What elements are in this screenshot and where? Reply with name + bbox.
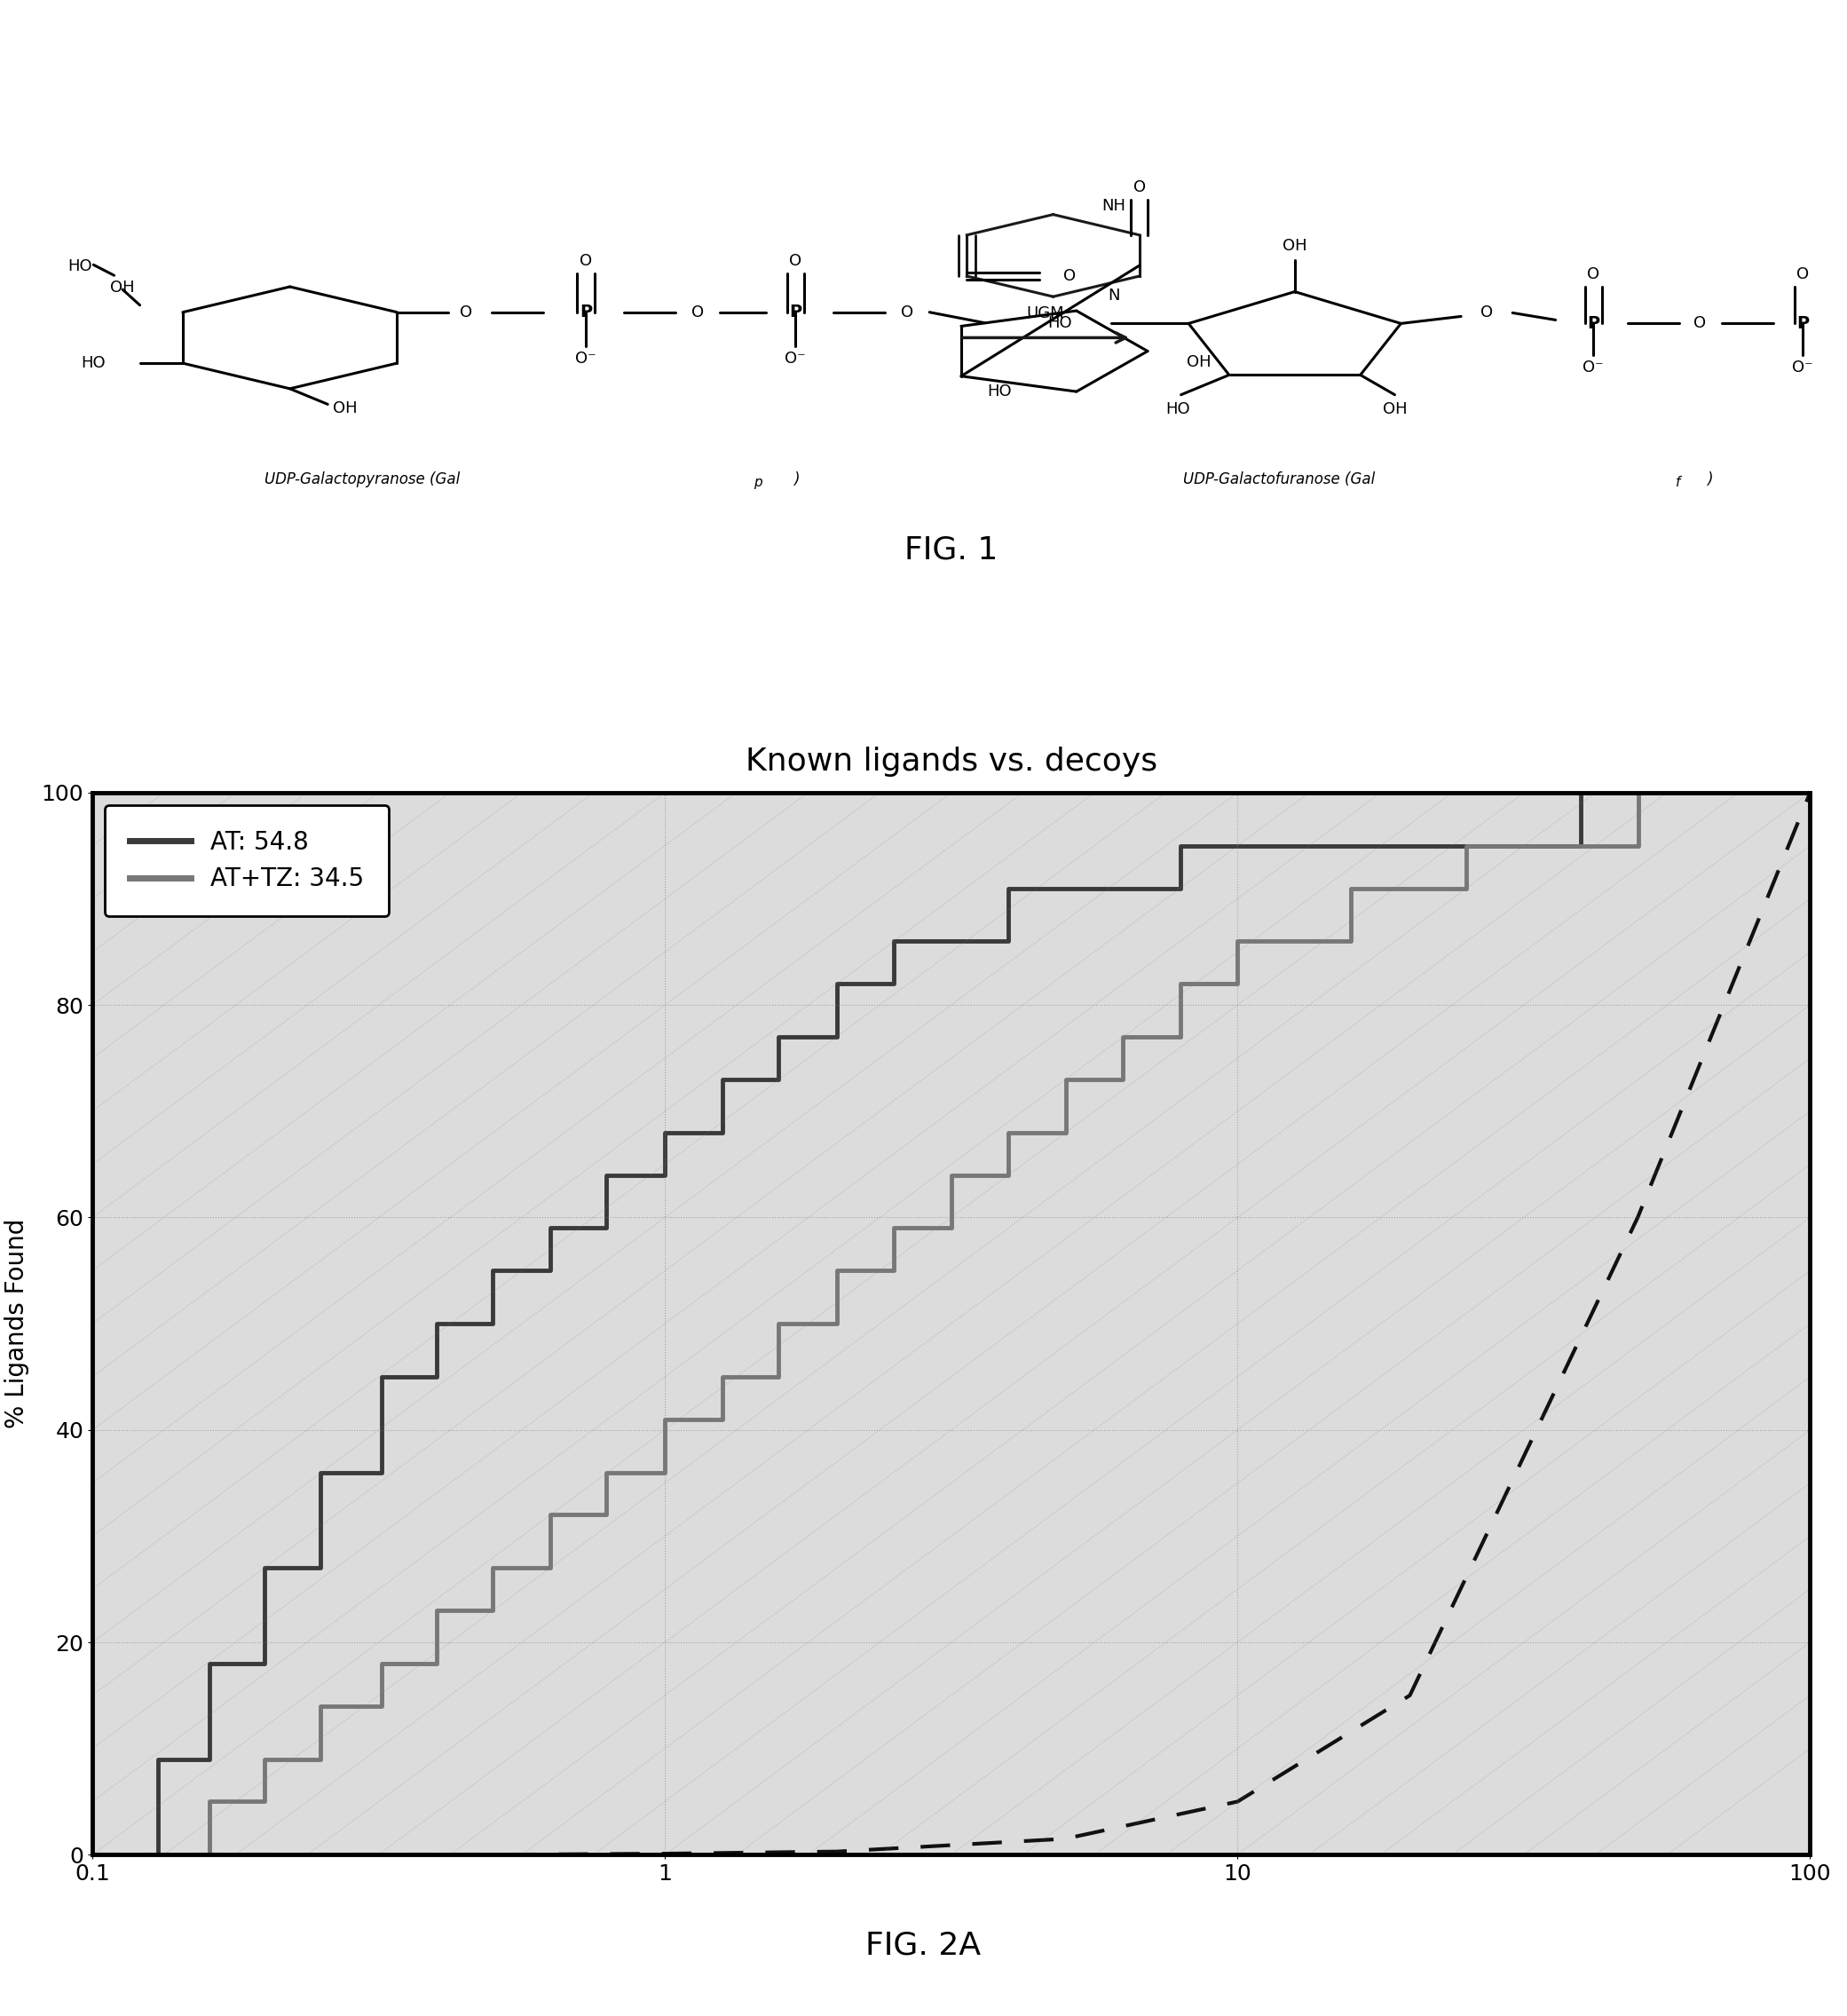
AT: 54.8: (0.1, 0): 54.8: (0.1, 0): [81, 1843, 103, 1867]
Text: ): ): [792, 472, 800, 488]
Text: O⁻: O⁻: [1792, 359, 1814, 375]
AT: 54.8: (7.94, 91): 54.8: (7.94, 91): [1169, 877, 1191, 901]
AT: 54.8: (100, 100): 54.8: (100, 100): [1799, 780, 1821, 804]
Text: OH: OH: [1188, 353, 1212, 369]
Text: NH: NH: [1101, 198, 1125, 214]
Text: FIG. 2A: FIG. 2A: [866, 1931, 981, 1960]
Text: UDP-Galactofuranose (Gal: UDP-Galactofuranose (Gal: [1184, 472, 1374, 488]
Text: HO: HO: [1047, 314, 1071, 331]
Text: O: O: [1694, 314, 1707, 331]
Text: O: O: [691, 304, 704, 321]
AT+TZ: 34.5: (15.8, 91): 34.5: (15.8, 91): [1341, 877, 1363, 901]
Text: HO: HO: [68, 258, 92, 274]
Text: O: O: [1797, 266, 1810, 282]
AT+TZ: 34.5: (100, 100): 34.5: (100, 100): [1799, 780, 1821, 804]
AT: 54.8: (0.32, 45): 54.8: (0.32, 45): [371, 1365, 393, 1389]
AT: 54.8: (39.8, 100): 54.8: (39.8, 100): [1570, 780, 1592, 804]
AT+TZ: 34.5: (50.1, 100): 34.5: (50.1, 100): [1627, 780, 1649, 804]
AT: 54.8: (0.63, 55): 54.8: (0.63, 55): [539, 1258, 561, 1282]
Text: O: O: [1064, 268, 1077, 284]
Title: Known ligands vs. decoys: Known ligands vs. decoys: [744, 746, 1158, 776]
AT+TZ: 34.5: (31.6, 95): 34.5: (31.6, 95): [1513, 835, 1535, 859]
Text: ): ): [1707, 472, 1712, 488]
Legend: AT: 54.8, AT+TZ: 34.5: AT: 54.8, AT+TZ: 34.5: [105, 804, 390, 917]
AT: 54.8: (0.79, 59): 54.8: (0.79, 59): [595, 1216, 617, 1240]
Text: OH: OH: [1382, 401, 1407, 417]
Text: HO: HO: [986, 383, 1012, 399]
Text: N: N: [1108, 288, 1119, 304]
Text: FIG. 1: FIG. 1: [905, 534, 997, 564]
AT+TZ: 34.5: (0.63, 32): 34.5: (0.63, 32): [539, 1502, 561, 1526]
Text: O⁻: O⁻: [576, 351, 597, 367]
Text: O: O: [580, 254, 593, 270]
Text: p: p: [754, 476, 763, 488]
Text: OH: OH: [1282, 238, 1308, 254]
Text: P: P: [789, 304, 802, 321]
Text: HO: HO: [1165, 401, 1189, 417]
Text: P: P: [1587, 314, 1600, 333]
AT+TZ: 34.5: (10, 86): 34.5: (10, 86): [1226, 929, 1249, 954]
Text: P: P: [580, 304, 593, 321]
AT+TZ: 34.5: (0.1, 0): 34.5: (0.1, 0): [81, 1843, 103, 1867]
Text: O⁻: O⁻: [785, 351, 805, 367]
Text: OH: OH: [332, 401, 356, 417]
Y-axis label: % Ligands Found: % Ligands Found: [4, 1220, 30, 1429]
Text: O: O: [1134, 179, 1145, 196]
AT: 54.8: (1, 64): 54.8: (1, 64): [654, 1163, 676, 1187]
AT+TZ: 34.5: (0.63, 27): 34.5: (0.63, 27): [539, 1556, 561, 1581]
Text: O: O: [1481, 304, 1492, 321]
Text: f: f: [1675, 476, 1681, 488]
Text: O: O: [460, 304, 473, 321]
Text: O: O: [901, 304, 914, 321]
Text: P: P: [1797, 314, 1810, 333]
Line: AT: 54.8: AT: 54.8: [92, 792, 1810, 1855]
Text: OH: OH: [111, 280, 135, 296]
Text: UGM: UGM: [1027, 304, 1064, 321]
Text: HO: HO: [81, 355, 105, 371]
Text: UDP-Galactopyranose (Gal: UDP-Galactopyranose (Gal: [264, 472, 460, 488]
Text: O: O: [789, 254, 802, 270]
Text: O⁻: O⁻: [1583, 359, 1603, 375]
AT: 54.8: (1, 68): 54.8: (1, 68): [654, 1121, 676, 1145]
Line: AT+TZ: 34.5: AT+TZ: 34.5: [92, 792, 1810, 1855]
Text: O: O: [1587, 266, 1600, 282]
AT+TZ: 34.5: (79.4, 100): 34.5: (79.4, 100): [1742, 780, 1764, 804]
